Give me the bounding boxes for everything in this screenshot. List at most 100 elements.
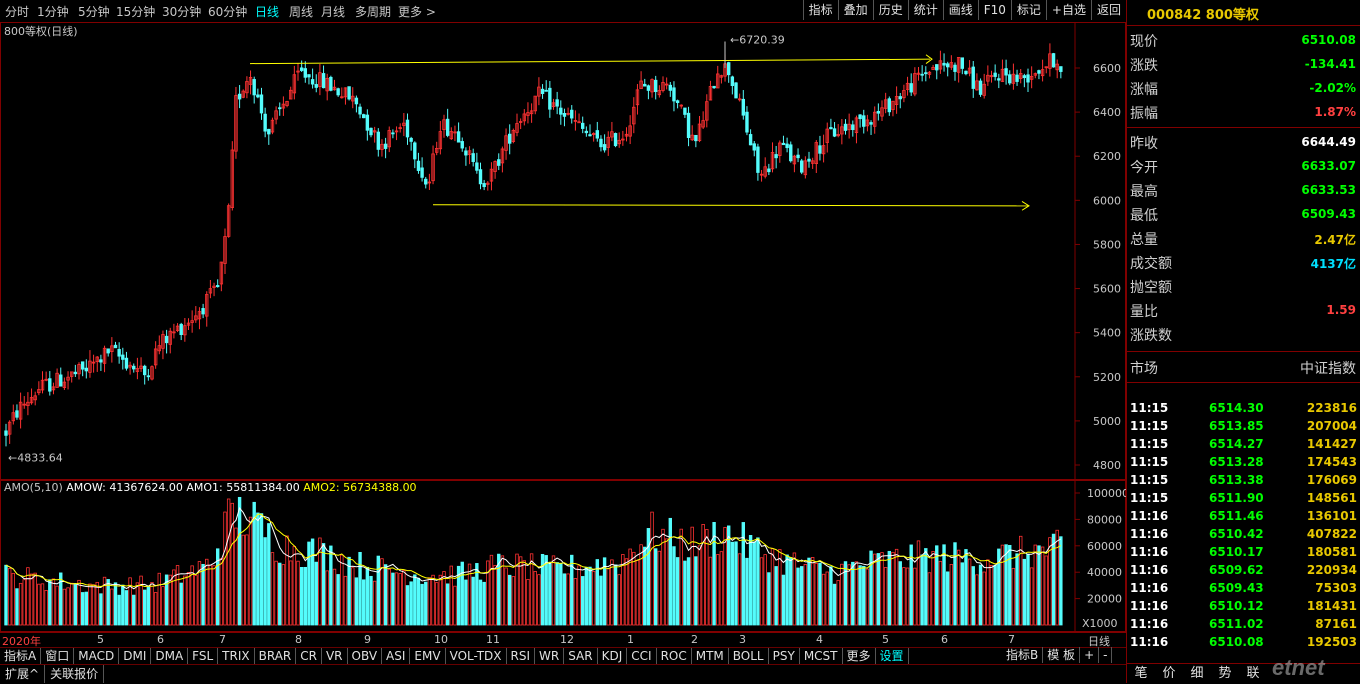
volume-bar [982,571,986,626]
tool-button-8[interactable]: 返回 [1090,0,1126,20]
indicator-tab-23[interactable]: MCST [800,648,843,664]
panel-tab-2[interactable]: 细 [1190,666,1204,681]
candle-body [883,99,888,109]
tool-button-4[interactable]: 画线 [942,0,978,20]
timeframe-9[interactable]: 多周期 [355,5,392,19]
volume-bar [821,573,826,626]
price-chart[interactable]: 4800 5000 5200 5400 5600 5800 6000 6200 6400 6600… [0,22,1126,480]
indicator-tab-9[interactable]: VR [322,648,348,664]
candle-body [427,181,432,184]
volume-bar [303,566,307,626]
volume-bar [978,564,983,626]
indicator-tab-3[interactable]: DMI [119,648,152,664]
timeframe-6[interactable]: 日线 [255,5,280,19]
candle-body [1048,53,1052,69]
indicator-tab-18[interactable]: CCI [627,648,657,664]
tool-button-0[interactable]: 指标 [802,0,838,20]
tool-button-2[interactable]: 历史 [872,0,908,20]
tool-button-1[interactable]: 叠加 [837,0,873,20]
indicator-tab-1[interactable]: 窗口 [41,648,75,664]
volume-bar [909,544,913,626]
volume-bar [730,541,735,626]
panel-tab-1[interactable]: 价 [1162,666,1176,681]
indicator-tab-4[interactable]: DMA [151,648,189,664]
indicator-tab-0[interactable]: 指标A [0,648,42,664]
volume-bar [657,550,662,626]
indicator-right-1[interactable]: 模 板 [1043,647,1081,663]
date-label-5: 9 [364,633,371,646]
indicator-tab-10[interactable]: OBV [348,648,383,664]
panel-tab-3[interactable]: 势 [1218,666,1232,681]
indicator-tab-5[interactable]: FSL [188,648,219,664]
tick-volume: 136101 [1306,509,1357,523]
timeframe-0[interactable]: 分时 [5,5,30,19]
candle-body [847,123,851,131]
candle-body [865,119,870,127]
volume-bar [33,572,37,626]
volume-bar [774,566,778,626]
indicator-tab-15[interactable]: WR [535,648,565,664]
candle-body [570,109,574,119]
candle-body [361,114,366,119]
quote-row: 今开 6633.07 [1130,155,1358,179]
ext-tab-0[interactable]: 扩展^ [0,665,46,683]
date-label-15: 7 [1008,633,1015,646]
indicator-tab-11[interactable]: ASI [382,648,411,664]
candle-body [504,135,508,151]
tick-volume: 407822 [1306,527,1357,541]
panel-tab-0[interactable]: 笔 [1134,666,1148,681]
volume-bar [146,586,151,626]
ext-tab-1[interactable]: 关联报价 [45,665,105,683]
volume-indicator-chart[interactable]: 100000 80000 60000 40000 20000 X1000 [0,480,1126,632]
indicator-tab-8[interactable]: CR [296,648,322,664]
tick-time: 11:15 [1130,491,1169,505]
tool-button-3[interactable]: 统计 [907,0,943,20]
volume-bar [683,560,687,626]
tool-button-6[interactable]: 标记 [1010,0,1046,20]
indicator-tab-6[interactable]: TRIX [218,648,255,664]
indicator-tab-7[interactable]: BRAR [255,648,297,664]
indicator-tab-22[interactable]: PSY [769,648,800,664]
candle-body [124,357,129,369]
tick-volume: 75303 [1315,581,1357,595]
timeframe-5[interactable]: 60分钟 [208,5,248,19]
candle-body [537,86,541,97]
candle-body [803,160,808,176]
indicator-right-0[interactable]: 指标B [1002,647,1044,663]
indicator-right-3[interactable]: - [1099,647,1113,663]
indicator-tab-19[interactable]: ROC [657,648,692,664]
indicator-tab-21[interactable]: BOLL [729,648,769,664]
timeframe-7[interactable]: 周线 [289,5,314,19]
timeframe-8[interactable]: 月线 [321,5,346,19]
candle-body [1004,68,1008,76]
date-label-9: 1 [627,633,634,646]
timeframe-10[interactable]: 更多 > [398,5,436,19]
indicator-tab-2[interactable]: MACD [74,648,120,664]
timeframe-2[interactable]: 5分钟 [78,5,110,19]
volume-bar [664,538,669,626]
candle-body [1008,74,1012,84]
indicator-tab-14[interactable]: RSI [507,648,536,664]
timeframe-1[interactable]: 1分钟 [37,5,69,19]
tick-price: 6513.85 [1209,419,1264,433]
timeframe-3[interactable]: 15分钟 [116,5,156,19]
candle-body [551,102,556,108]
indicator-tab-25[interactable]: 设置 [876,648,909,664]
indicator-tab-16[interactable]: SAR [564,648,598,664]
indicator-tab-20[interactable]: MTM [692,648,729,664]
volume-bar [555,562,559,626]
volume-bar [252,501,256,626]
tool-button-5[interactable]: F10 [977,0,1011,20]
volume-bar [493,565,497,626]
indicator-tab-24[interactable]: 更多 [843,648,876,664]
indicator-right-2[interactable]: + [1080,647,1100,663]
tool-button-7[interactable]: +自选 [1045,0,1091,20]
volume-bar [935,545,939,626]
y-tick-label: 5800 [1093,238,1121,251]
indicator-tab-17[interactable]: KDJ [598,648,628,664]
timeframe-4[interactable]: 30分钟 [162,5,202,19]
indicator-tab-12[interactable]: EMV [410,648,446,664]
panel-tab-4[interactable]: 联 [1246,666,1260,681]
indicator-tab-13[interactable]: VOL-TDX [446,648,507,664]
candle-body [675,100,680,104]
